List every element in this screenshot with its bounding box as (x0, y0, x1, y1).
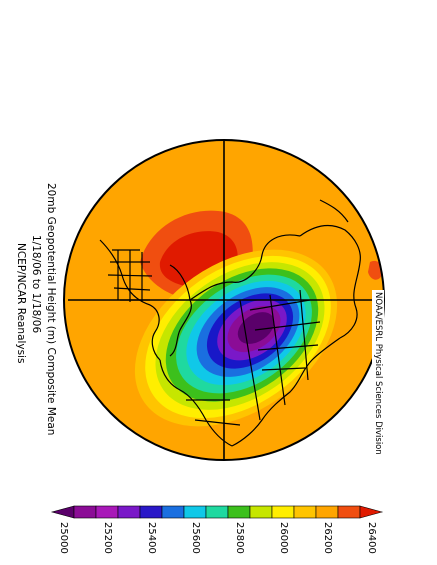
colorbar-swatch (227, 505, 251, 519)
colorbar-swatch (205, 505, 229, 519)
title-line-1: 20mb Geopotential Height (m) Composite M… (45, 183, 57, 436)
red-spot-east (368, 260, 383, 280)
colorbar-swatch (359, 505, 384, 519)
colorbar-swatch (73, 505, 97, 519)
colorbar-swatch (293, 505, 317, 519)
colorbar-tick-label: 25200 (102, 522, 113, 554)
title-line-3: NCEP/NCAR Reanalysis (15, 243, 27, 364)
colorbar (50, 505, 384, 519)
vortex-ring-deep-purple (237, 312, 275, 344)
colorbar-tick-label: 26000 (278, 522, 289, 554)
colorbar-tick-label: 25400 (146, 522, 157, 554)
colorbar-tick-label: 25800 (234, 522, 245, 554)
colorbar-tick-label: 26200 (322, 522, 333, 554)
colorbar-tick-label: 26400 (366, 522, 377, 554)
credit-label: NOAA/ESRL Physical Sciences Division (372, 290, 384, 457)
colorbar-swatch (139, 505, 163, 519)
colorbar-swatch (271, 505, 295, 519)
colorbar-swatch (249, 505, 273, 519)
colorbar-swatch (117, 505, 141, 519)
colorbar-swatch (95, 505, 119, 519)
colorbar-tick-label: 25000 (58, 522, 69, 554)
colorbar-swatch (50, 505, 75, 519)
colorbar-swatch (161, 505, 185, 519)
title-line-2: 1/18/06 to 1/18/06 (30, 235, 42, 334)
colorbar-swatch (315, 505, 339, 519)
map-title: 20mb Geopotential Height (m) Composite M… (13, 183, 58, 435)
colorbar-swatch (337, 505, 361, 519)
colorbar-tick-label: 25600 (190, 522, 201, 554)
height-field (64, 140, 384, 460)
colorbar-swatch (183, 505, 207, 519)
